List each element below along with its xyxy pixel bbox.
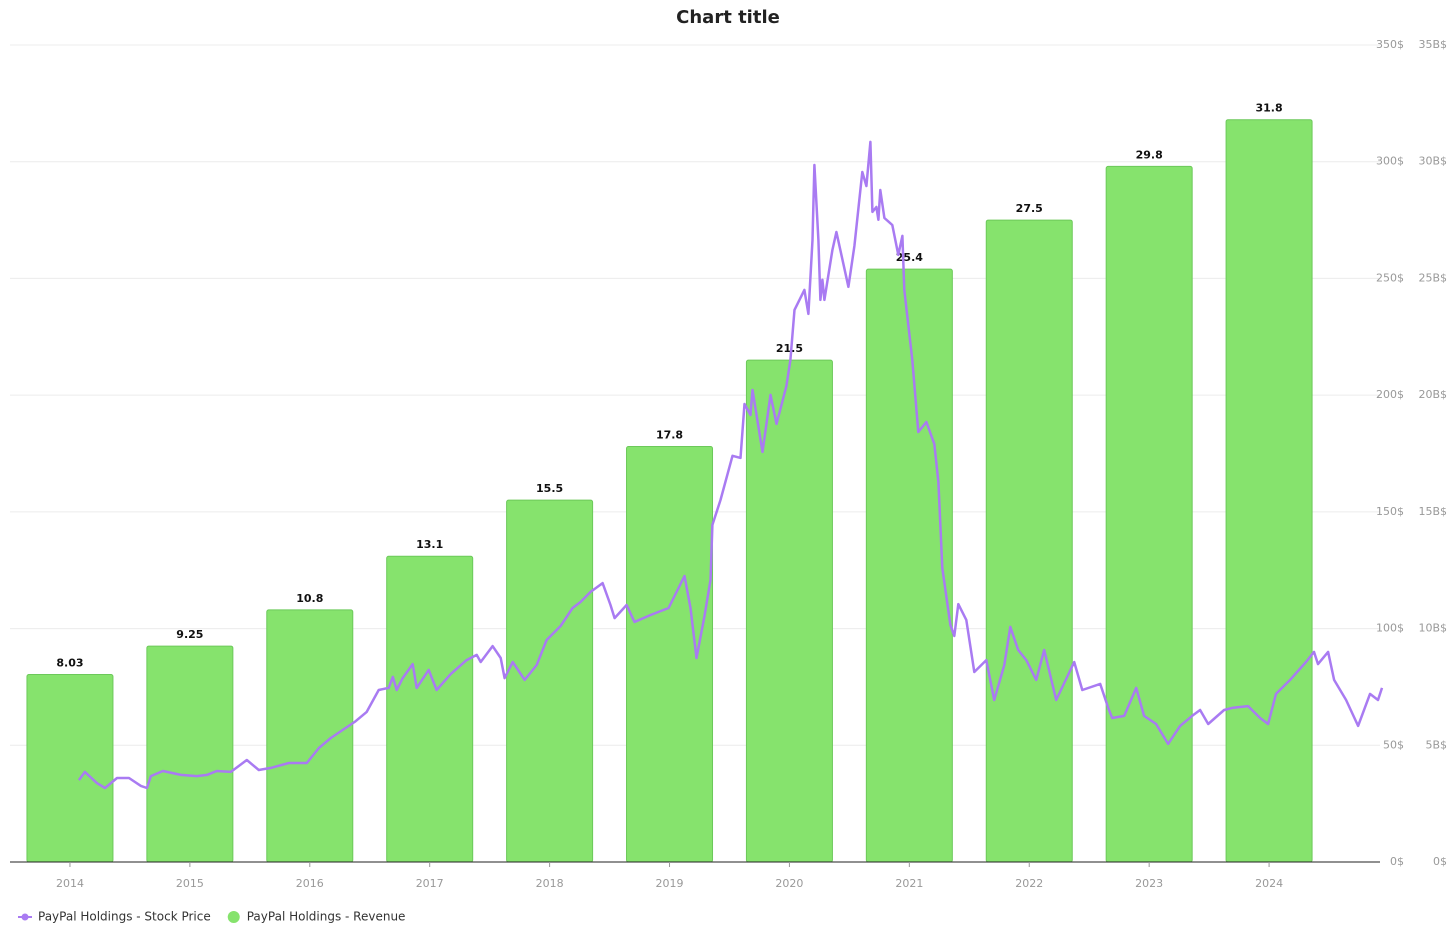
x-tick-label: 2022 — [1015, 877, 1043, 890]
x-tick-label: 2023 — [1135, 877, 1163, 890]
bar — [985, 219, 1073, 863]
bar — [865, 268, 953, 863]
data-label: 31.8 — [1256, 102, 1283, 115]
y-tick-label: 50$ — [1383, 738, 1404, 751]
x-tick-label: 2018 — [536, 877, 564, 890]
legend-swatch — [227, 911, 240, 923]
bar — [626, 445, 714, 863]
x-tick-label: 2016 — [296, 877, 324, 890]
data-label: 29.8 — [1136, 148, 1163, 161]
legend-swatch — [21, 913, 29, 921]
x-tick-label: 2020 — [775, 877, 803, 890]
bar — [1225, 119, 1313, 863]
x-tick-label: 2015 — [176, 877, 204, 890]
x-tick-label: 2021 — [895, 877, 923, 890]
data-label: 27.5 — [1016, 202, 1043, 215]
bar — [26, 674, 114, 863]
axes: 0$ 50$ 100$ 150$ 200$ 250$ 300$ 350$ 0$ 5B$ 10B$ 15… — [10, 38, 1447, 890]
bar — [386, 555, 474, 863]
x-tick-label: 2014 — [56, 877, 84, 890]
y2-tick-label: 10B$ — [1418, 622, 1447, 635]
x-tick-label: 2017 — [416, 877, 444, 890]
y-tick-label: 300$ — [1376, 155, 1404, 168]
y2-tick-label: 35B$ — [1418, 38, 1447, 51]
line — [77, 140, 1384, 790]
y-tick-label: 100$ — [1376, 622, 1404, 635]
data-label: 15.5 — [536, 482, 563, 495]
y-tick-label: 350$ — [1376, 38, 1404, 51]
legend-label: PayPal Holdings - Revenue — [247, 910, 406, 924]
bars: 8.039.2510.813.115.517.821.525.427.529.8… — [26, 102, 1313, 863]
chart-title: Chart title — [676, 7, 780, 28]
data-label: 8.03 — [56, 657, 83, 670]
data-label: 10.8 — [296, 592, 323, 605]
lines — [77, 140, 1384, 790]
data-label: 9.25 — [176, 628, 203, 641]
bar — [146, 645, 234, 863]
bar — [506, 499, 594, 863]
y-tick-label: 0$ — [1390, 855, 1404, 868]
y-tick-label: 150$ — [1376, 505, 1404, 518]
y-tick-label: 250$ — [1376, 271, 1404, 284]
legend: PayPal Holdings - Stock Price PayPal Hold… — [18, 910, 405, 924]
bar — [1105, 165, 1193, 863]
y2-tick-label: 15B$ — [1418, 505, 1447, 518]
x-tick-label: 2024 — [1255, 877, 1283, 890]
y2-tick-label: 0$ — [1433, 855, 1447, 868]
legend-label: PayPal Holdings - Stock Price — [38, 910, 211, 924]
y2-tick-label: 25B$ — [1418, 271, 1447, 284]
y2-tick-label: 20B$ — [1418, 388, 1447, 401]
data-label: 21.5 — [776, 342, 803, 355]
x-tick-label: 2019 — [656, 877, 684, 890]
data-label: 17.8 — [656, 428, 683, 441]
y2-tick-label: 30B$ — [1418, 155, 1447, 168]
data-label: 13.1 — [416, 538, 443, 551]
y2-tick-label: 5B$ — [1425, 738, 1447, 751]
bar — [266, 609, 354, 863]
y-tick-label: 200$ — [1376, 388, 1404, 401]
